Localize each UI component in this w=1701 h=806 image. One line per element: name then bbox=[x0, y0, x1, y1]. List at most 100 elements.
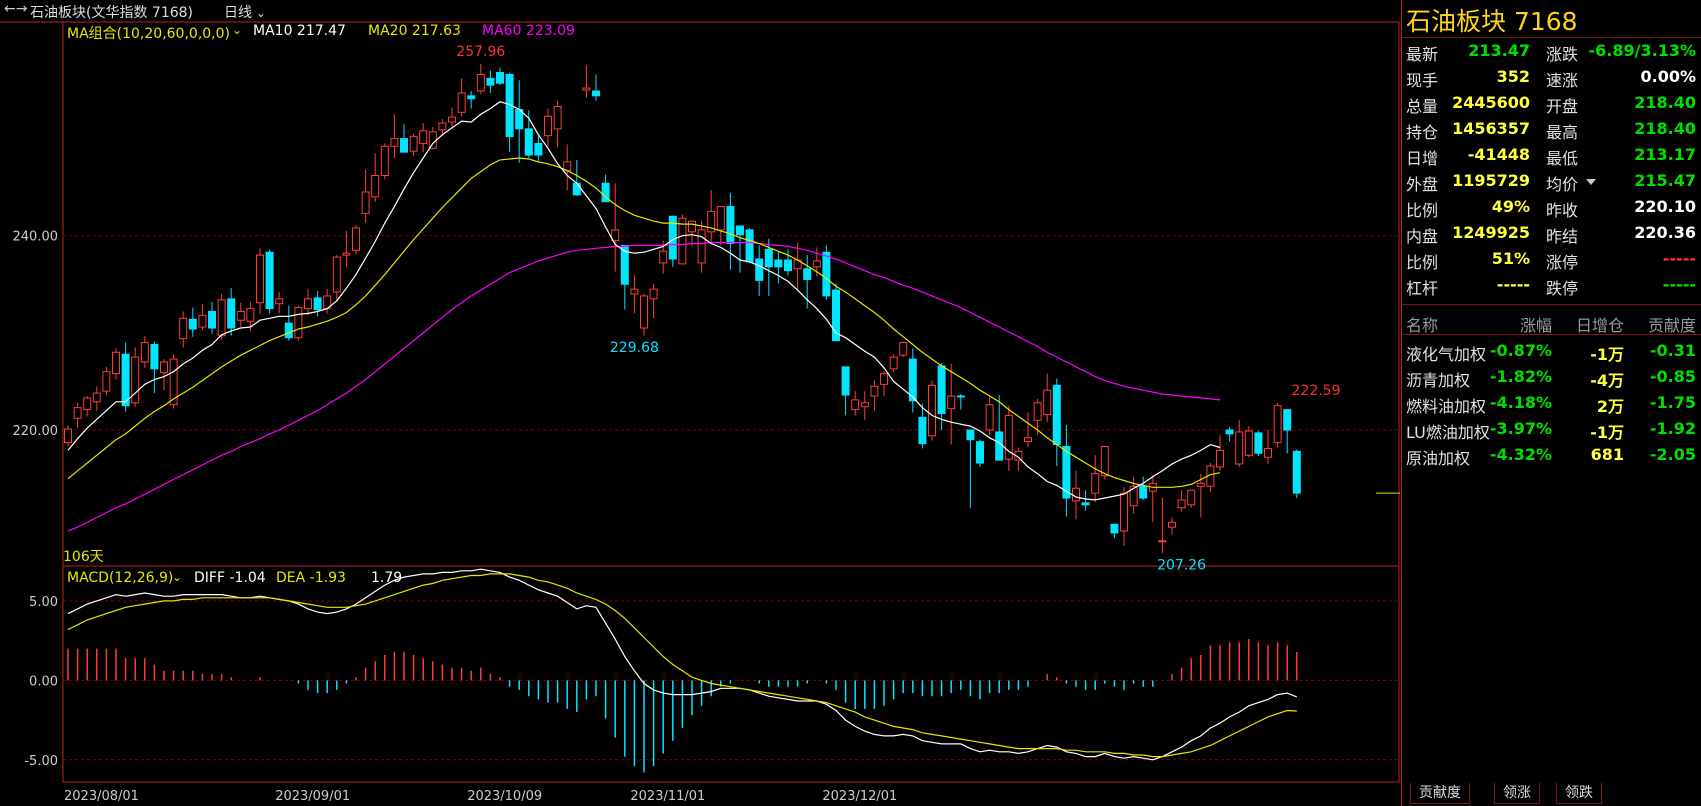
candle-body bbox=[361, 191, 370, 214]
low-annotation: 229.68 bbox=[610, 340, 659, 356]
macd-indicator-name[interactable]: MACD(12,26,9) bbox=[67, 570, 174, 586]
y-tick-label: 240.00 bbox=[13, 230, 59, 245]
quote-key: 杠杆 bbox=[1406, 279, 1439, 298]
candle-body bbox=[83, 397, 92, 411]
quote-key: 内盘 bbox=[1406, 227, 1439, 246]
sub-change: -3.97% bbox=[1489, 419, 1552, 438]
candle-body bbox=[784, 259, 792, 272]
candle-body bbox=[851, 399, 860, 411]
candle-body bbox=[1283, 409, 1292, 431]
dropdown-arrow-icon[interactable] bbox=[1586, 179, 1596, 185]
quote-value: 0.00% bbox=[1640, 67, 1696, 86]
candle-body bbox=[198, 314, 207, 328]
candle-body bbox=[486, 77, 495, 86]
candle-body bbox=[995, 431, 1004, 461]
chevron-down-icon[interactable]: ⌄ bbox=[232, 23, 243, 37]
col-contrib[interactable]: 贡献度 bbox=[1647, 316, 1696, 335]
col-oi[interactable]: 日增仓 bbox=[1575, 316, 1624, 335]
chart-title: 石油板块(文华指数 7168) bbox=[30, 5, 194, 21]
sub-oi: -1万 bbox=[1590, 423, 1624, 442]
candle-body bbox=[1139, 485, 1148, 499]
quote-key: 比例 bbox=[1406, 201, 1439, 220]
sub-table-row[interactable]: 液化气加权 -0.87% -1万 -0.31 bbox=[1402, 338, 1701, 364]
candle-body bbox=[880, 373, 888, 385]
candle-body bbox=[457, 92, 466, 113]
candle-body bbox=[1264, 447, 1272, 458]
candle-body bbox=[217, 299, 226, 337]
candle-body bbox=[1091, 473, 1100, 494]
ma60-label: MA60 223.09 bbox=[482, 23, 575, 39]
sub-oi: -1万 bbox=[1590, 345, 1624, 364]
candle-body bbox=[265, 251, 274, 310]
divider bbox=[1402, 37, 1701, 38]
candle-body bbox=[553, 106, 562, 130]
candle-body bbox=[985, 404, 994, 431]
chevron-down-icon[interactable]: ⌄ bbox=[172, 570, 183, 584]
candle-body bbox=[121, 353, 130, 407]
candle-body bbox=[1225, 429, 1234, 435]
x-tick-label: 2023/12/01 bbox=[822, 789, 897, 804]
y-tick-label: 220.00 bbox=[13, 424, 59, 439]
sub-name: 燃料油加权 bbox=[1406, 397, 1487, 416]
quote-row: 内盘 1249925 昨结 220.36 bbox=[1402, 220, 1701, 246]
candle-body bbox=[1273, 405, 1282, 444]
candle-body bbox=[736, 225, 744, 236]
sub-table-row[interactable]: 燃料油加权 -4.18% 2万 -1.75 bbox=[1402, 390, 1701, 416]
candle-body bbox=[688, 220, 696, 233]
candle-body bbox=[332, 256, 341, 293]
diff-label: DIFF -1.04 bbox=[194, 570, 266, 586]
candle-body bbox=[428, 131, 437, 149]
candle-body bbox=[1254, 432, 1263, 454]
candle-body bbox=[131, 356, 140, 404]
candle-body bbox=[947, 395, 956, 410]
candle-body bbox=[1158, 540, 1167, 543]
quote-key: 持仓 bbox=[1406, 123, 1439, 142]
sub-contrib: -1.75 bbox=[1649, 393, 1696, 412]
tab-leading-up[interactable]: 领涨 bbox=[1494, 783, 1540, 804]
sub-table-row[interactable]: 原油加权 -4.32% 681 -2.05 bbox=[1402, 442, 1701, 468]
toolbar: ←→ 石油板块(文华指数 7168) 日线 ⌄ bbox=[0, 0, 1400, 22]
candle-body bbox=[899, 342, 908, 356]
quote-key: 跌停 bbox=[1546, 279, 1579, 298]
quote-value: 49% bbox=[1491, 197, 1530, 216]
ma-indicator-name[interactable]: MA组合(10,20,60,0,0,0) bbox=[67, 26, 230, 42]
sub-table-row[interactable]: LU燃油加权 -3.97% -1万 -1.92 bbox=[1402, 416, 1701, 442]
quote-value: -41448 bbox=[1467, 145, 1530, 164]
quote-key: 昨收 bbox=[1546, 201, 1579, 220]
candle-body bbox=[630, 288, 639, 295]
sub-table-row[interactable]: 沥青加权 -1.82% -4万 -0.85 bbox=[1402, 364, 1701, 390]
back-arrows-icon[interactable]: ←→ bbox=[4, 1, 28, 17]
candle-body bbox=[764, 248, 773, 268]
candle-body bbox=[208, 310, 216, 329]
candle-body bbox=[102, 371, 111, 392]
candle-body bbox=[1129, 485, 1138, 507]
quote-row: 杠杆 ----- 跌停 ----- bbox=[1402, 272, 1701, 298]
candle-body bbox=[342, 252, 351, 256]
candle-body bbox=[966, 429, 975, 441]
x-tick-label: 2023/11/01 bbox=[630, 789, 705, 804]
sub-table-header: 名称 涨幅 日增仓 贡献度 bbox=[1402, 309, 1701, 335]
candle-body bbox=[659, 250, 668, 264]
quote-value: 51% bbox=[1491, 249, 1530, 268]
tab-leading-down[interactable]: 领跌 bbox=[1556, 783, 1602, 804]
candle-body bbox=[707, 210, 716, 233]
candle-body bbox=[928, 384, 936, 437]
candle-body bbox=[275, 298, 284, 305]
candle-body bbox=[505, 73, 514, 138]
col-name[interactable]: 名称 bbox=[1406, 316, 1439, 335]
chart-area: 240.00 220.00 5.00 0.00 -5.00 2023/08/01 2023/… bbox=[0, 21, 1400, 804]
candle-body bbox=[92, 392, 101, 403]
candle-body bbox=[1187, 489, 1196, 506]
quote-row: 总量 2445600 开盘 218.40 bbox=[1402, 90, 1701, 116]
candle-body bbox=[1081, 502, 1090, 506]
candle-body bbox=[1244, 430, 1253, 456]
sub-contrib: -0.85 bbox=[1649, 367, 1696, 386]
quote-value: ----- bbox=[1662, 275, 1696, 294]
period-selector[interactable]: 日线 ⌄ bbox=[224, 2, 266, 22]
candle-body bbox=[448, 116, 456, 123]
sub-name: 原油加权 bbox=[1406, 449, 1471, 468]
col-change[interactable]: 涨幅 bbox=[1519, 316, 1552, 335]
tab-contribution[interactable]: 贡献度 bbox=[1410, 783, 1470, 804]
x-tick-label: 2023/10/09 bbox=[467, 789, 542, 804]
candle-body bbox=[1196, 482, 1205, 487]
